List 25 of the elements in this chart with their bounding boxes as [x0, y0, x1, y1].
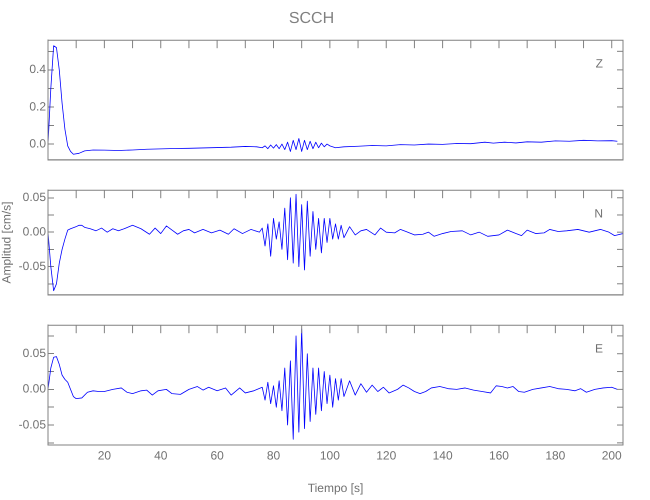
chart-title: SCCH	[288, 10, 334, 28]
y-tick-label: -0.05	[18, 258, 46, 273]
y-tick-label: 0.00	[22, 382, 46, 396]
x-tick-label: 40	[154, 448, 168, 463]
x-tick-label: 100	[320, 448, 340, 463]
x-tick-label: 20	[98, 448, 112, 463]
y-tick-label: 0.05	[22, 190, 46, 204]
x-tick-label: 80	[266, 448, 280, 463]
y-tick-label: 0.2	[29, 99, 46, 114]
x-axis-title: Tiempo [s]	[308, 481, 364, 496]
y-tick-label: 0.00	[22, 224, 46, 238]
y-tick-label: -0.05	[18, 417, 46, 432]
y-tick-label: 0.4	[29, 62, 46, 76]
annotation: E	[594, 342, 603, 356]
y-tick-label: 0.0	[29, 136, 46, 150]
annotation: N	[594, 206, 603, 221]
x-tick-label: 60	[210, 448, 224, 463]
x-tick-label: 120	[376, 448, 397, 463]
y-axis-title: Amplitud [cm/s]	[0, 201, 14, 284]
x-tick-label: 180	[545, 448, 566, 463]
x-tick-label: 200	[602, 448, 622, 463]
x-tick-label: 140	[432, 448, 453, 463]
annotation: Z	[596, 56, 603, 71]
x-tick-label: 160	[488, 448, 510, 463]
y-tick-label: 0.05	[22, 346, 46, 360]
